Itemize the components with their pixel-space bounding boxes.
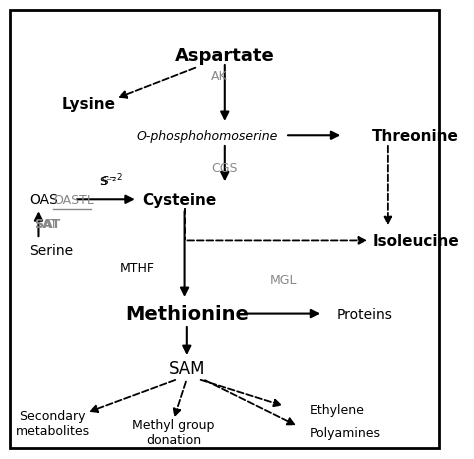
Text: SAT: SAT	[34, 218, 60, 230]
Text: OAS: OAS	[29, 193, 58, 207]
Text: Aspartate: Aspartate	[175, 47, 274, 65]
Text: CGS: CGS	[211, 162, 238, 174]
Text: Lysine: Lysine	[62, 96, 116, 112]
Text: SAM: SAM	[169, 360, 205, 378]
Text: $S^{-2}$: $S^{-2}$	[100, 173, 122, 189]
Text: Methyl group
donation: Methyl group donation	[132, 419, 215, 447]
Text: Secondary
metabolites: Secondary metabolites	[16, 409, 90, 437]
Text: OASTL: OASTL	[53, 193, 94, 207]
Text: O-phosphohomoserine: O-phosphohomoserine	[136, 129, 278, 142]
Text: Methionine: Methionine	[125, 304, 249, 324]
Text: AK: AK	[211, 70, 228, 83]
Text: MGL: MGL	[269, 273, 297, 286]
Text: SAT: SAT	[34, 218, 57, 230]
Text: Threonine: Threonine	[372, 129, 459, 144]
Text: Ethylene: Ethylene	[310, 403, 365, 416]
Text: MTHF: MTHF	[120, 262, 155, 275]
Text: Cysteine: Cysteine	[142, 192, 216, 207]
Text: Polyamines: Polyamines	[310, 426, 381, 439]
Text: S⁻²: S⁻²	[100, 177, 117, 187]
Text: Proteins: Proteins	[337, 307, 392, 321]
Text: Serine: Serine	[29, 243, 73, 257]
Text: Isoleucine: Isoleucine	[372, 234, 459, 248]
